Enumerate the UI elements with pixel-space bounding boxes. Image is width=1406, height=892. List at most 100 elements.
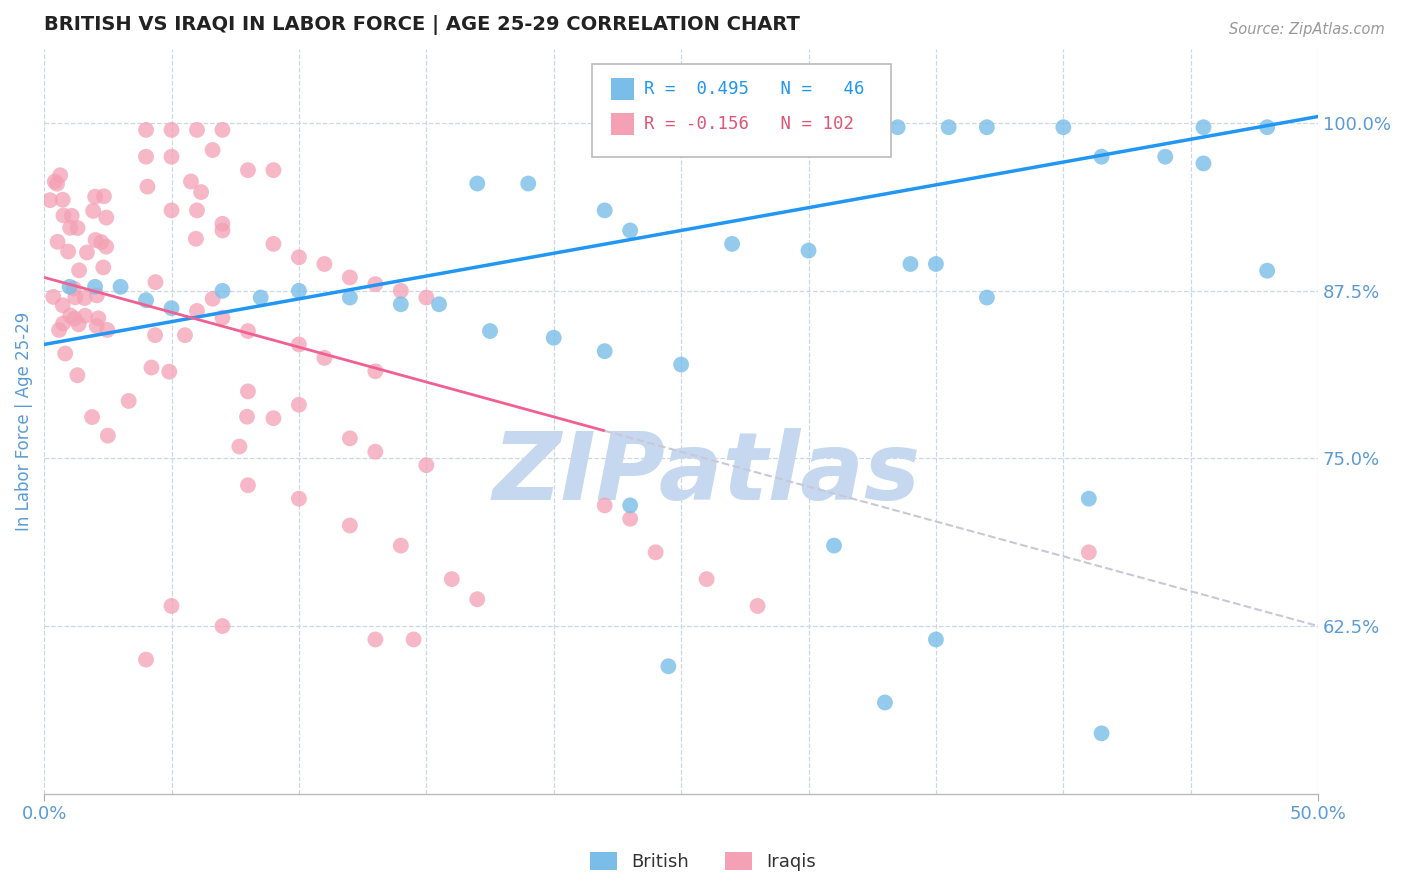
Point: [56, 244, 79, 259]
Point: [96, 211, 118, 225]
Point: [236, 324, 259, 338]
Point: [886, 120, 908, 135]
Point: [86, 288, 108, 302]
Point: [364, 632, 387, 647]
Point: [58, 280, 80, 294]
Point: [91, 260, 114, 275]
Point: [73, 291, 96, 305]
Point: [160, 301, 183, 316]
Point: [288, 398, 311, 412]
Point: [66, 221, 89, 235]
Point: [721, 236, 744, 251]
Point: [46, 177, 69, 191]
FancyBboxPatch shape: [612, 78, 634, 100]
Point: [118, 393, 141, 408]
Point: [228, 440, 250, 454]
Point: [1077, 491, 1099, 506]
Point: [465, 592, 488, 607]
Point: [160, 123, 183, 137]
Point: [415, 291, 437, 305]
Point: [339, 431, 361, 445]
Point: [201, 143, 224, 157]
Point: [925, 632, 948, 647]
Point: [389, 297, 412, 311]
Point: [262, 411, 284, 425]
Point: [517, 177, 540, 191]
Point: [734, 120, 756, 135]
Point: [657, 659, 679, 673]
Point: [186, 123, 208, 137]
Point: [186, 304, 208, 318]
Point: [76, 245, 98, 260]
Point: [211, 217, 233, 231]
Point: [236, 163, 259, 178]
Point: [479, 324, 502, 338]
Point: [619, 223, 641, 237]
Point: [190, 185, 212, 199]
Point: [87, 311, 110, 326]
Point: [593, 344, 616, 359]
Point: [84, 190, 107, 204]
Point: [84, 233, 107, 247]
Point: [65, 290, 87, 304]
Point: [186, 203, 208, 218]
Point: [236, 409, 259, 424]
Point: [75, 309, 97, 323]
Point: [644, 545, 666, 559]
Point: [440, 572, 463, 586]
Point: [288, 491, 311, 506]
Point: [938, 120, 960, 135]
Point: [747, 599, 769, 613]
Point: [593, 499, 616, 513]
Point: [427, 297, 450, 311]
Point: [184, 232, 207, 246]
Point: [211, 123, 233, 137]
Point: [1192, 120, 1215, 135]
Point: [211, 223, 233, 237]
Point: [160, 150, 183, 164]
Point: [683, 120, 706, 135]
Y-axis label: In Labor Force | Age 25-29: In Labor Force | Age 25-29: [15, 312, 32, 531]
Point: [211, 619, 233, 633]
Point: [135, 652, 157, 666]
Point: [49, 168, 72, 182]
Point: [262, 163, 284, 178]
Point: [174, 328, 197, 343]
Point: [402, 632, 425, 647]
Point: [52, 298, 75, 312]
Point: [80, 410, 103, 425]
Point: [84, 280, 107, 294]
Point: [93, 189, 115, 203]
Text: BRITISH VS IRAQI IN LABOR FORCE | AGE 25-29 CORRELATION CHART: BRITISH VS IRAQI IN LABOR FORCE | AGE 25…: [44, 15, 800, 35]
Point: [1077, 545, 1099, 559]
Point: [136, 179, 159, 194]
Point: [314, 257, 336, 271]
Point: [135, 123, 157, 137]
Point: [415, 458, 437, 472]
Point: [90, 235, 112, 250]
Point: [1090, 726, 1112, 740]
Point: [145, 275, 167, 289]
Point: [619, 499, 641, 513]
Point: [62, 281, 84, 295]
Point: [669, 358, 692, 372]
Point: [1090, 150, 1112, 164]
Point: [339, 518, 361, 533]
Text: Source: ZipAtlas.com: Source: ZipAtlas.com: [1229, 22, 1385, 37]
Point: [249, 291, 271, 305]
Point: [143, 328, 166, 343]
Point: [63, 311, 86, 326]
Point: [180, 174, 202, 188]
Point: [1256, 263, 1278, 277]
Point: [44, 175, 66, 189]
Point: [53, 346, 76, 360]
Point: [785, 120, 807, 135]
Point: [97, 428, 120, 442]
Text: R = -0.156   N = 102: R = -0.156 N = 102: [644, 115, 855, 133]
FancyBboxPatch shape: [592, 64, 891, 157]
Point: [42, 290, 65, 304]
Point: [160, 203, 183, 218]
Text: R =  0.495   N =   46: R = 0.495 N = 46: [644, 80, 865, 98]
Text: ZIPatlas: ZIPatlas: [492, 427, 921, 520]
Point: [157, 365, 180, 379]
